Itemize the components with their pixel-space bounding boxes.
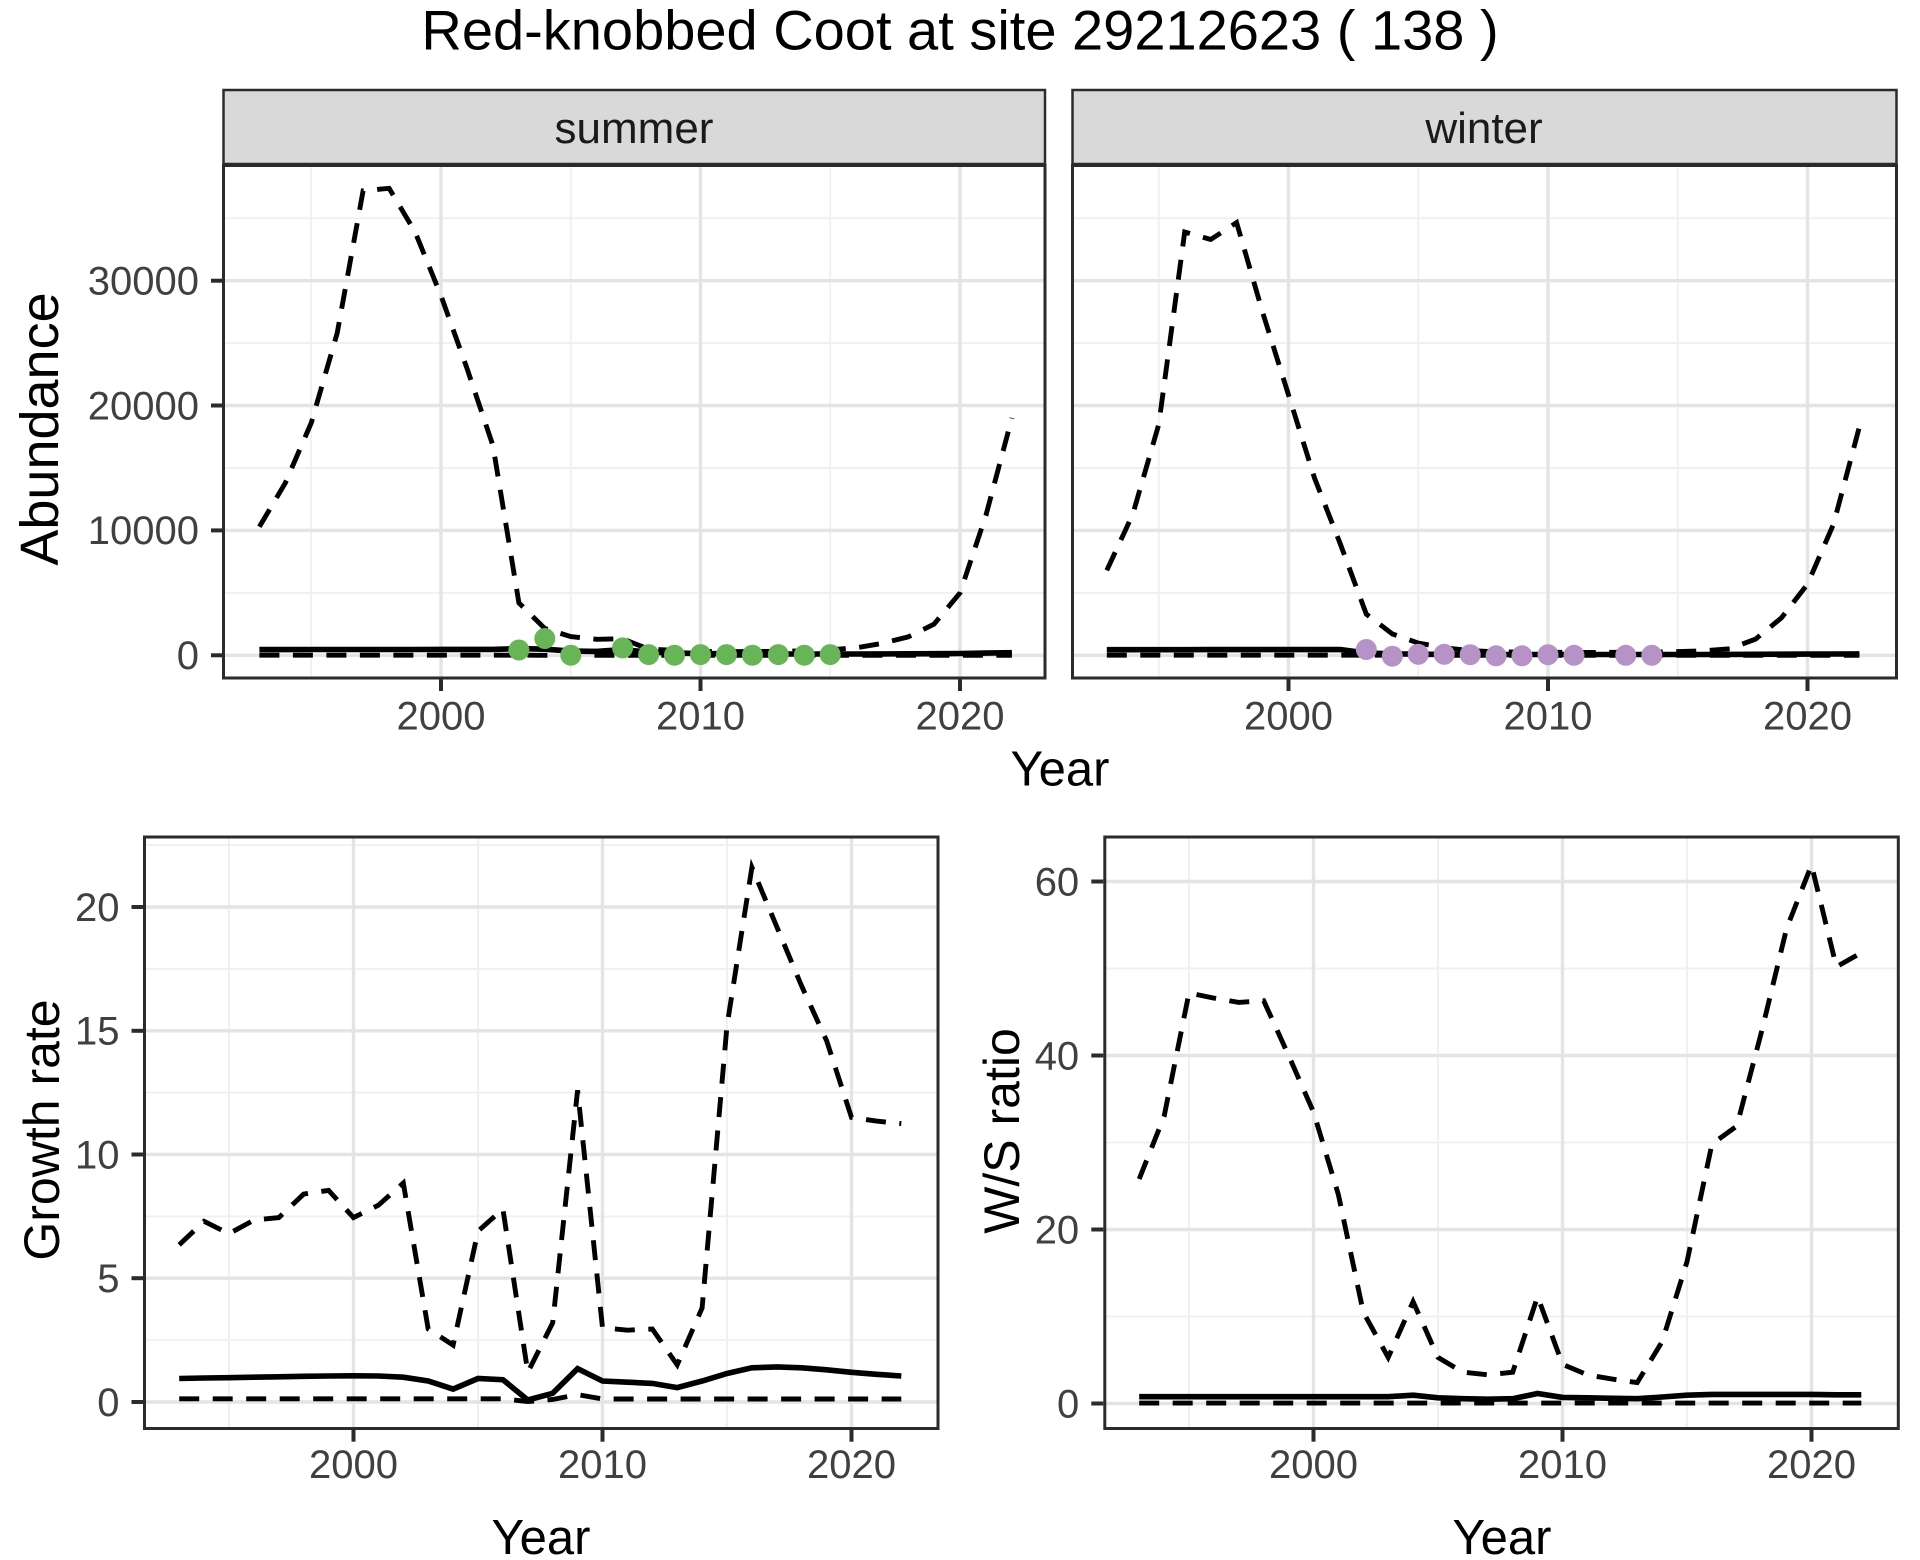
- svg-text:Year: Year: [491, 1511, 590, 1560]
- svg-text:2020: 2020: [1767, 1443, 1856, 1487]
- svg-text:Year: Year: [1010, 743, 1109, 797]
- svg-text:2020: 2020: [1763, 695, 1852, 739]
- svg-text:10000: 10000: [88, 509, 199, 553]
- svg-text:Growth rate: Growth rate: [14, 999, 70, 1260]
- svg-text:0: 0: [1057, 1382, 1079, 1426]
- svg-text:20: 20: [75, 886, 120, 930]
- svg-text:0: 0: [97, 1381, 119, 1425]
- svg-text:winter: winter: [1424, 104, 1542, 153]
- svg-text:40: 40: [1035, 1034, 1080, 1078]
- svg-text:2010: 2010: [1504, 695, 1593, 739]
- svg-text:10: 10: [75, 1133, 120, 1177]
- svg-text:2020: 2020: [916, 695, 1005, 739]
- svg-text:2000: 2000: [1244, 695, 1333, 739]
- svg-text:5: 5: [97, 1257, 119, 1301]
- svg-text:2010: 2010: [656, 695, 745, 739]
- svg-text:summer: summer: [555, 104, 714, 153]
- svg-text:2010: 2010: [558, 1443, 647, 1487]
- svg-text:2000: 2000: [397, 695, 486, 739]
- svg-text:Red-knobbed Coot at site 29212: Red-knobbed Coot at site 29212623 ( 138 …: [421, 0, 1498, 62]
- svg-text:0: 0: [177, 634, 199, 678]
- svg-text:Year: Year: [1452, 1511, 1551, 1560]
- svg-text:W/S ratio: W/S ratio: [974, 1028, 1030, 1234]
- svg-text:2020: 2020: [807, 1443, 896, 1487]
- svg-text:20: 20: [1035, 1208, 1080, 1252]
- svg-text:2010: 2010: [1518, 1443, 1607, 1487]
- svg-text:2000: 2000: [1269, 1443, 1358, 1487]
- svg-text:2000: 2000: [309, 1443, 398, 1487]
- svg-text:60: 60: [1035, 860, 1080, 904]
- svg-text:15: 15: [75, 1010, 120, 1054]
- svg-text:30000: 30000: [88, 260, 199, 304]
- svg-text:Abundance: Abundance: [10, 292, 70, 565]
- svg-text:20000: 20000: [88, 384, 199, 428]
